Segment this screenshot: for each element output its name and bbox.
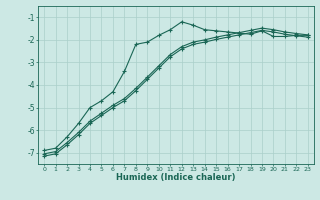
X-axis label: Humidex (Indice chaleur): Humidex (Indice chaleur) xyxy=(116,173,236,182)
